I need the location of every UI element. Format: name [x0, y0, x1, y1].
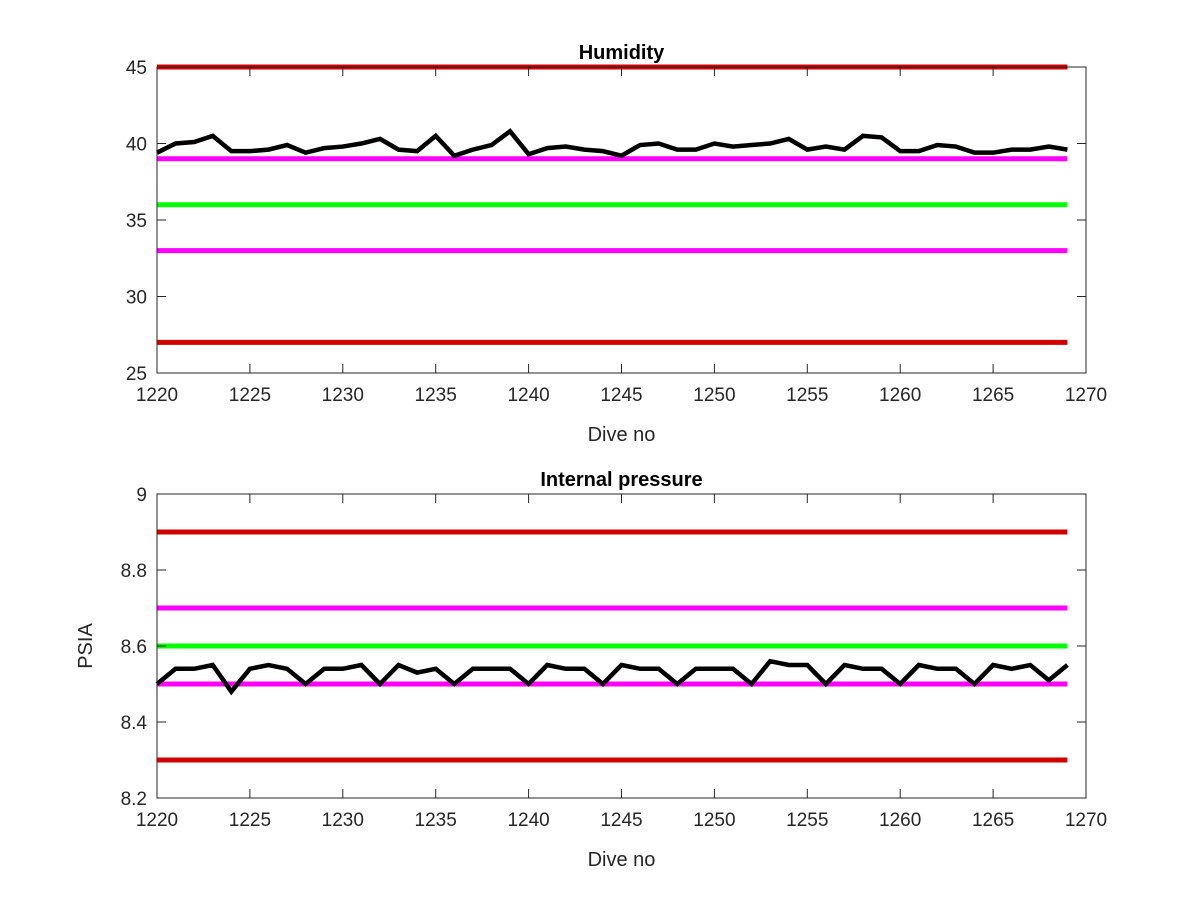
pressure-x-tick-label: 1235	[415, 810, 457, 831]
pressure-panel: 1220 1225 1230 1235 1240 1245 1250 1255 1260 1265…	[75, 469, 1107, 871]
pressure-x-tick-label: 1250	[693, 810, 735, 831]
humidity-plot-area	[157, 67, 1086, 373]
humidity-x-tick-label: 1235	[415, 385, 457, 406]
pressure-y-tick-label: 8.8	[121, 561, 147, 582]
humidity-y-tick-label: 45	[126, 58, 147, 79]
pressure-title: Internal pressure	[540, 469, 702, 491]
humidity-y-tick-label: 30	[126, 288, 147, 309]
humidity-x-tick-label: 1260	[879, 385, 921, 406]
pressure-x-tick-label: 1260	[879, 810, 921, 831]
pressure-y-axis-label: PSIA	[75, 623, 97, 669]
humidity-x-tick-label: 1265	[972, 385, 1014, 406]
humidity-series	[156, 128, 1068, 159]
humidity-ticks: 1220 1225 1230 1235 1240 1245 1250 1255 1260 1265…	[126, 58, 1107, 406]
pressure-x-tick-label: 1240	[507, 810, 549, 831]
humidity-x-tick-label: 1230	[322, 385, 364, 406]
pressure-x-axis-label: Dive no	[588, 849, 656, 871]
humidity-title: Humidity	[579, 42, 665, 64]
pressure-y-tick-label: 9	[136, 485, 147, 506]
pressure-reference-lines	[157, 529, 1068, 763]
pressure-x-tick-label: 1270	[1065, 810, 1107, 831]
humidity-x-tick-label: 1250	[693, 385, 735, 406]
pressure-y-tick-label: 8.2	[121, 789, 147, 810]
humidity-x-tick-label: 1240	[507, 385, 549, 406]
humidity-y-tick-label: 25	[126, 364, 147, 385]
humidity-x-tick-label: 1245	[600, 385, 642, 406]
pressure-x-tick-label: 1230	[322, 810, 364, 831]
pressure-x-tick-label: 1255	[786, 810, 828, 831]
humidity-series-line-0	[156, 128, 1068, 159]
pressure-y-tick-label: 8.4	[121, 713, 148, 734]
pressure-y-tick-label: 8.6	[121, 637, 147, 658]
humidity-x-tick-label: 1270	[1065, 385, 1107, 406]
humidity-x-tick-label: 1220	[136, 385, 178, 406]
pressure-x-tick-label: 1225	[229, 810, 271, 831]
humidity-x-tick-label: 1255	[786, 385, 828, 406]
humidity-x-tick-label: 1225	[229, 385, 271, 406]
humidity-y-tick-label: 40	[126, 135, 147, 156]
pressure-x-tick-label: 1245	[600, 810, 642, 831]
pressure-x-tick-label: 1220	[136, 810, 178, 831]
pressure-x-tick-label: 1265	[972, 810, 1014, 831]
pressure-ticks: 1220 1225 1230 1235 1240 1245 1250 1255 1260 1265…	[121, 485, 1108, 831]
humidity-panel: 1220 1225 1230 1235 1240 1245 1250 1255 1260 1265…	[126, 42, 1107, 446]
pressure-series	[155, 658, 1069, 696]
humidity-y-tick-label: 35	[126, 211, 147, 232]
humidity-x-axis-label: Dive no	[588, 424, 656, 446]
pressure-series-line-0	[155, 658, 1069, 696]
